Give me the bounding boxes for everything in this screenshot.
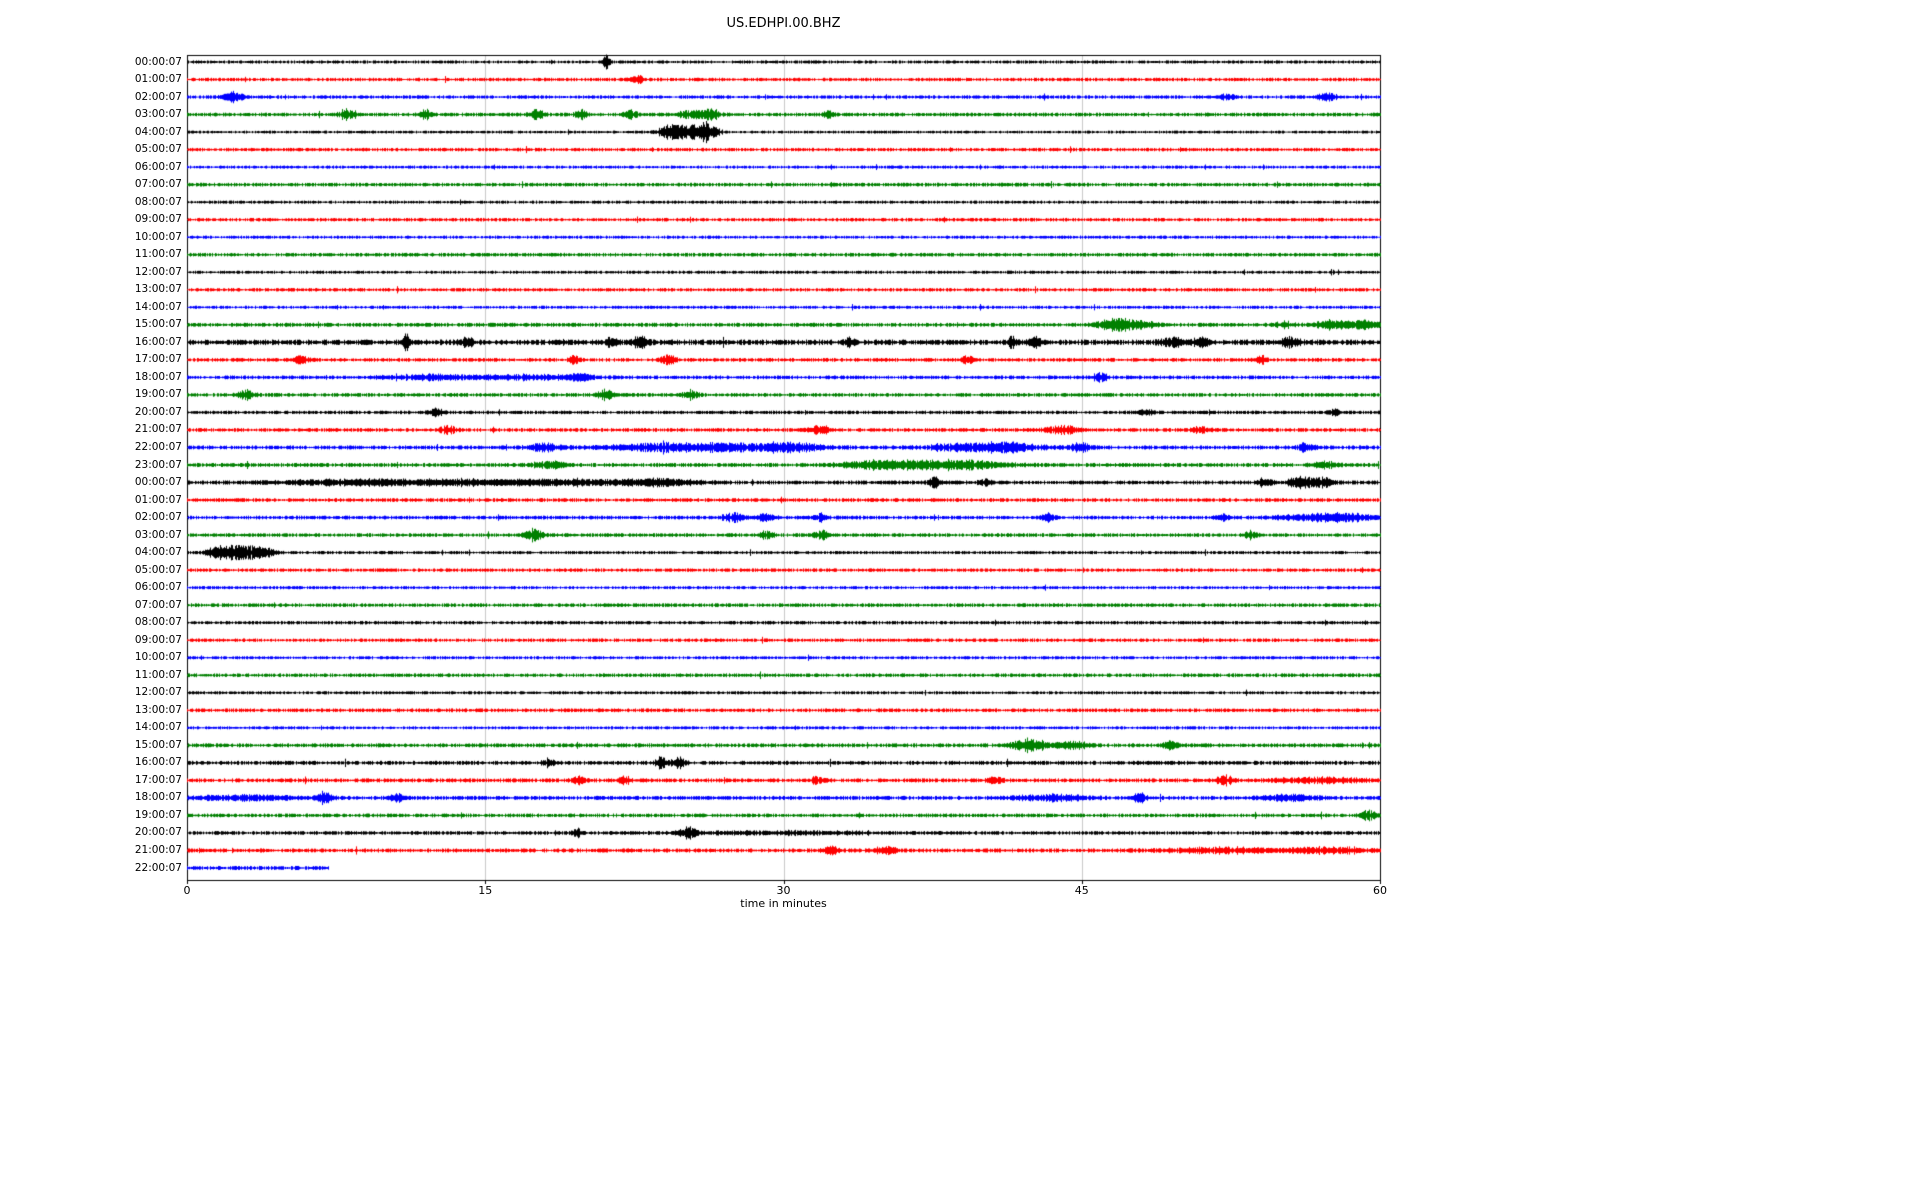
trace-time-label: 12:00:07 — [134, 686, 182, 699]
trace-time-label: 01:00:07 — [134, 493, 182, 506]
trace-time-label: 17:00:07 — [134, 773, 182, 786]
trace-time-label: 13:00:07 — [134, 703, 182, 716]
trace-time-label: 20:00:07 — [134, 826, 182, 839]
x-axis-tick-label: 15 — [478, 884, 493, 897]
x-axis-tick-label: 30 — [776, 884, 791, 897]
x-axis-tick-label: 60 — [1373, 884, 1387, 897]
trace-time-label: 05:00:07 — [134, 563, 182, 576]
trace-time-label: 11:00:07 — [134, 668, 182, 681]
trace-time-label: 09:00:07 — [134, 633, 182, 646]
trace-time-label: 10:00:07 — [134, 651, 182, 664]
trace-time-label: 08:00:07 — [134, 195, 182, 208]
trace-time-label: 19:00:07 — [134, 808, 182, 821]
trace-time-label: 13:00:07 — [134, 283, 182, 296]
trace-time-label: 07:00:07 — [134, 178, 182, 191]
trace-time-label: 08:00:07 — [134, 616, 182, 629]
x-axis-label: time in minutes — [740, 897, 827, 910]
trace-time-label: 00:00:07 — [134, 55, 182, 68]
trace-time-label: 12:00:07 — [134, 265, 182, 278]
page-title: US.EDHPI.00.BHZ — [726, 16, 841, 31]
trace-time-label: 21:00:07 — [134, 843, 182, 856]
x-axis-tick-label: 45 — [1074, 884, 1089, 897]
trace-time-label: 03:00:07 — [134, 108, 182, 121]
trace-time-label: 16:00:07 — [134, 756, 182, 769]
trace-time-label: 21:00:07 — [134, 423, 182, 436]
trace-time-label: 05:00:07 — [134, 143, 182, 156]
trace-time-label: 18:00:07 — [134, 370, 182, 383]
trace-time-label: 17:00:07 — [134, 353, 182, 366]
trace-time-label: 14:00:07 — [134, 300, 182, 313]
trace-time-label: 18:00:07 — [134, 791, 182, 804]
trace-time-label: 15:00:07 — [134, 318, 182, 331]
trace-time-label: 22:00:07 — [134, 861, 182, 874]
trace-time-label: 06:00:07 — [134, 160, 182, 173]
trace-time-label: 02:00:07 — [134, 511, 182, 524]
trace-time-label: 04:00:07 — [134, 546, 182, 559]
trace-time-label: 23:00:07 — [134, 458, 182, 471]
trace-time-label: 06:00:07 — [134, 581, 182, 594]
trace-time-label: 09:00:07 — [134, 213, 182, 226]
trace-time-label: 11:00:07 — [134, 248, 182, 261]
trace-time-label: 02:00:07 — [134, 90, 182, 103]
trace-time-label: 10:00:07 — [134, 230, 182, 243]
trace-time-label: 04:00:07 — [134, 125, 182, 138]
trace-time-label: 15:00:07 — [134, 738, 182, 751]
trace-time-label: 03:00:07 — [134, 528, 182, 541]
trace-time-label: 16:00:07 — [134, 335, 182, 348]
trace-time-label: 22:00:07 — [134, 440, 182, 453]
trace-time-label: 01:00:07 — [134, 73, 182, 86]
trace-time-label: 14:00:07 — [134, 721, 182, 734]
trace-time-label: 00:00:07 — [134, 476, 182, 489]
trace-time-label: 20:00:07 — [134, 405, 182, 418]
trace-time-label: 07:00:07 — [134, 598, 182, 611]
trace-time-label: 19:00:07 — [134, 388, 182, 401]
x-axis-tick-label: 0 — [183, 884, 191, 897]
